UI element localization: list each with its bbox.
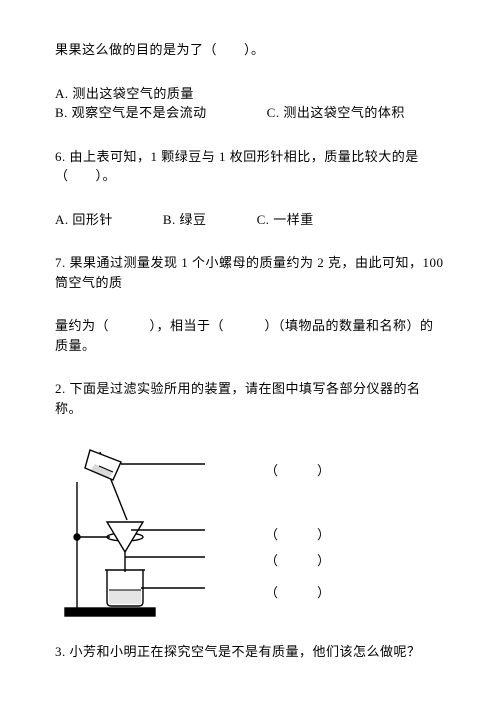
opt-a: A. 测出这袋空气的质量 xyxy=(55,84,194,104)
question-7-line2: 量约为（ ），相当于（ ）（填物品的数量和名称）的质量。 xyxy=(55,316,445,355)
q6-opt-b: B. 绿豆 xyxy=(163,210,207,230)
q6-opt-c: C. 一样重 xyxy=(257,210,314,230)
opt-b: B. 观察空气是不是会流动 xyxy=(55,103,207,123)
question-6-options: A. 回形针 B. 绿豆 C. 一样重 xyxy=(55,210,445,230)
filtration-diagram-section: （ ） （ ） （ ） （ ） xyxy=(55,442,445,622)
diagram-label-2: （ ） xyxy=(265,524,330,543)
question-7-line1: 7. 果果通过测量发现 1 个小螺母的质量约为 2 克，由此可知，100 筒空气… xyxy=(55,253,445,292)
diagram-label-4: （ ） xyxy=(265,582,330,601)
diagram-label-1: （ ） xyxy=(265,460,330,479)
q6-opt-a: A. 回形针 xyxy=(55,210,113,230)
diagram-label-3: （ ） xyxy=(265,550,330,569)
question-2: 2. 下面是过滤实验所用的装置，请在图中填写各部分仪器的名称。 xyxy=(55,379,445,418)
opt-c: C. 测出这袋空气的体积 xyxy=(267,103,405,123)
filtration-apparatus-icon xyxy=(55,442,205,622)
question-intro: 果果这么做的目的是为了（ ）。 xyxy=(55,40,445,60)
question-3: 3. 小芳和小明正在探究空气是不是有质量，他们该怎么做呢？ xyxy=(55,642,445,662)
question-intro-options: A. 测出这袋空气的质量 B. 观察空气是不是会流动 C. 测出这袋空气的体积 xyxy=(55,84,445,123)
question-6: 6. 由上表可知，1 颗绿豆与 1 枚回形针相比，质量比较大的是（ ）。 xyxy=(55,147,445,186)
